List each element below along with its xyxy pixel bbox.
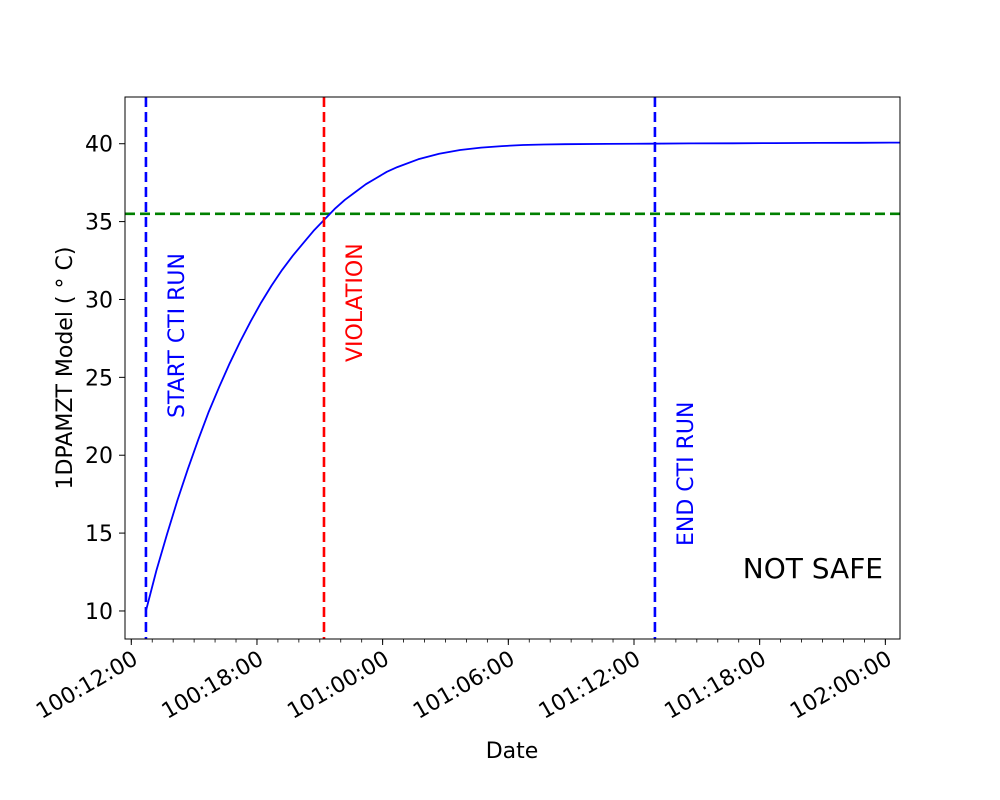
event-label-2: END CTI RUN (674, 402, 699, 546)
y-tick-label: 25 (85, 366, 113, 391)
y-axis-label: 1DPAMZT Model ( ° C) (53, 247, 78, 490)
plot-area: START CTI RUN VIOLATION END CTI RUN (124, 96, 901, 640)
y-tick-label: 40 (85, 133, 113, 158)
temperature-series-line (145, 141, 901, 612)
y-tick-label: 15 (85, 522, 113, 547)
y-tick-label: 30 (85, 288, 113, 313)
y-tick-label: 35 (85, 211, 113, 236)
y-tick-label: 20 (85, 444, 113, 469)
y-tick-label: 10 (85, 600, 113, 625)
x-axis-label: Date (486, 739, 539, 764)
y-axis: 10 15 20 25 30 35 40 (85, 133, 125, 625)
event-label-0: START CTI RUN (165, 253, 190, 418)
event-label-1: VIOLATION (343, 243, 368, 362)
not-safe-annotation: NOT SAFE (743, 552, 883, 585)
axes-frame (124, 96, 901, 640)
